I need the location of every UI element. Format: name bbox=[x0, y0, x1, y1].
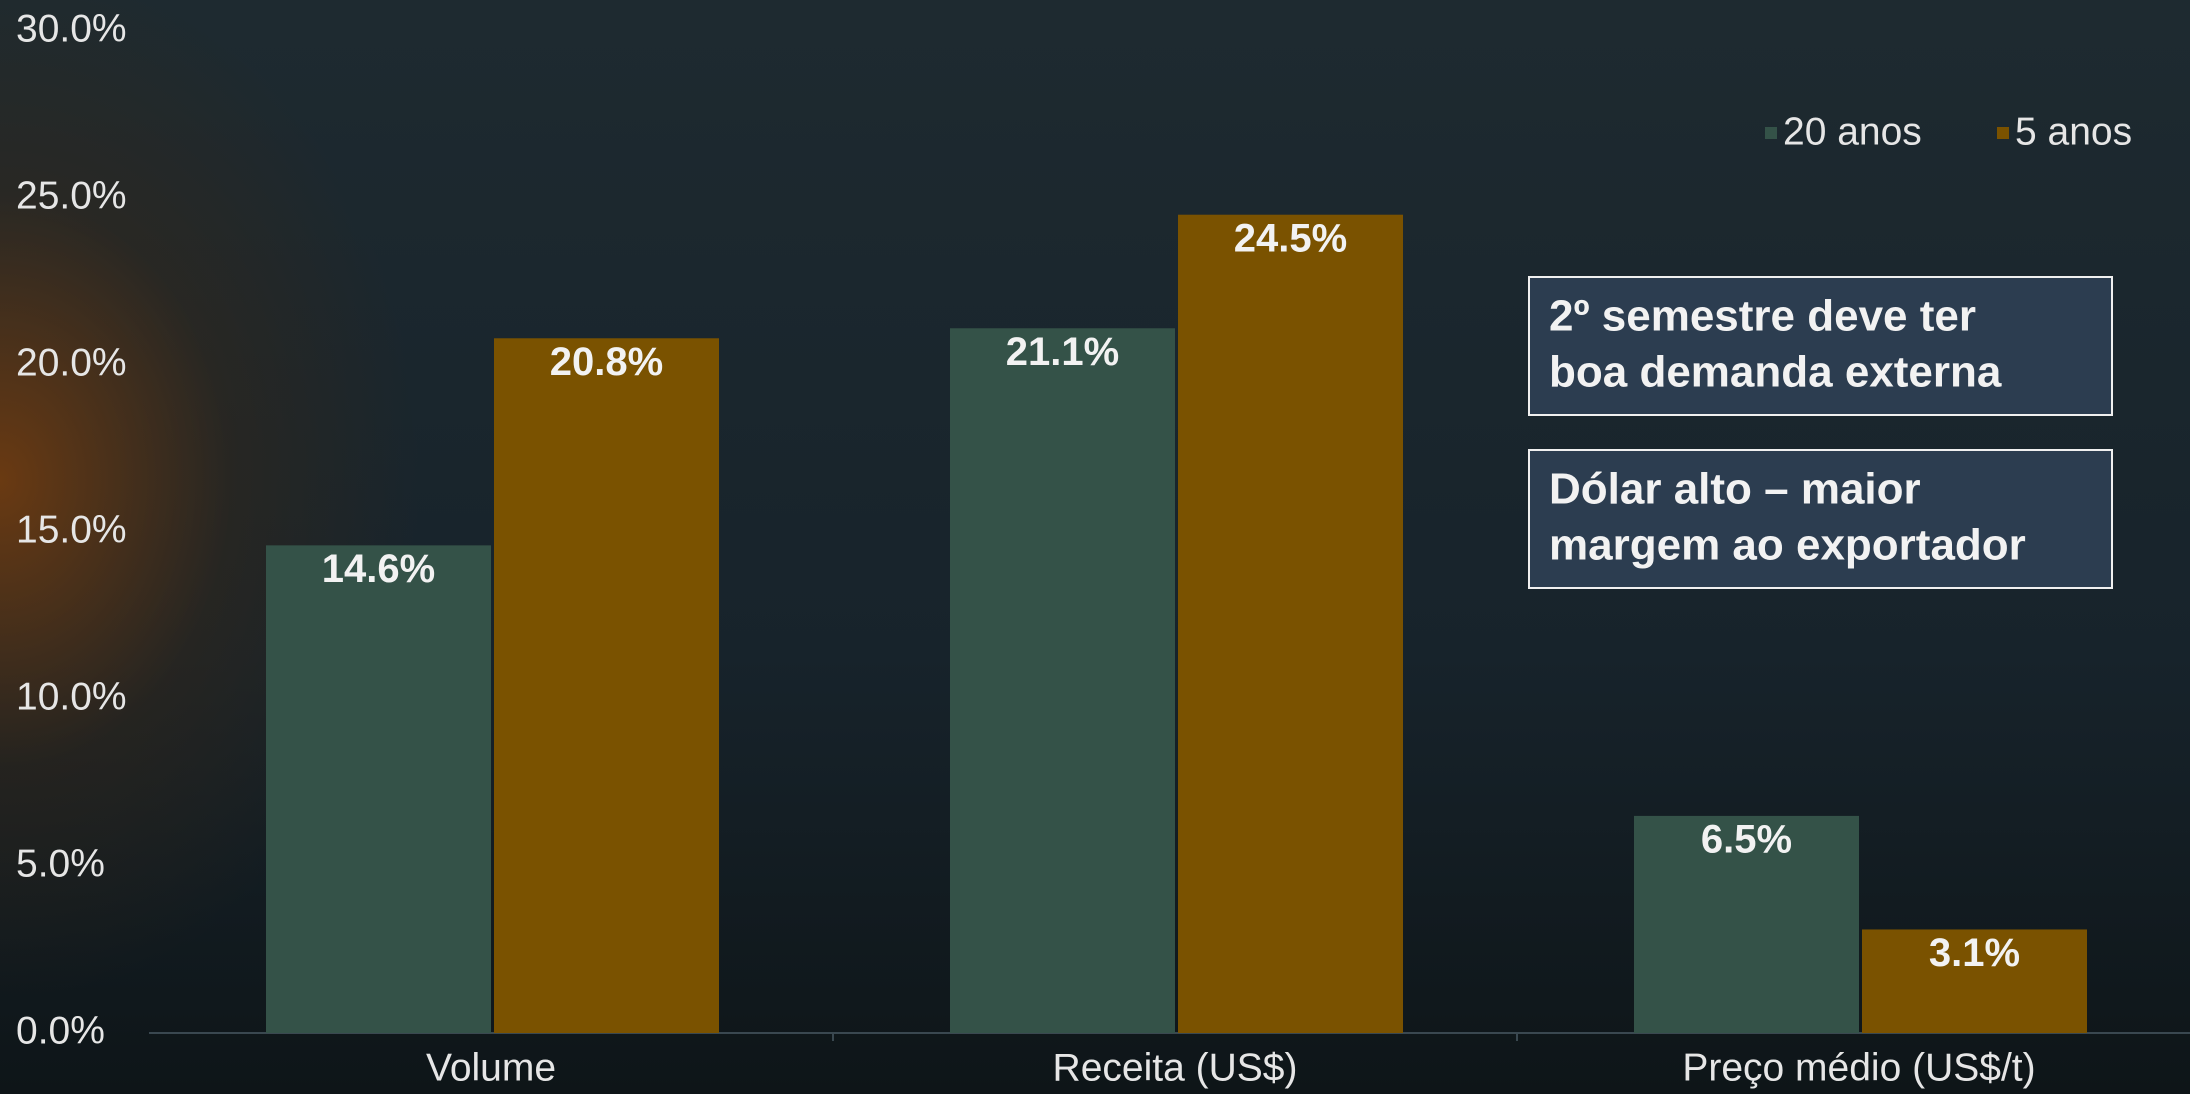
x-tick-label: Preço médio (US$/t) bbox=[1682, 1046, 2035, 1089]
bar bbox=[266, 545, 491, 1033]
x-tick-label: Receita (US$) bbox=[1053, 1046, 1298, 1089]
value-label: 3.1% bbox=[1929, 931, 2020, 975]
y-tick-label: 15.0% bbox=[16, 508, 127, 551]
annotation-text: margem ao exportador bbox=[1549, 521, 2026, 570]
legend-label: 20 anos bbox=[1783, 110, 1922, 153]
annotation-text: boa demanda externa bbox=[1549, 348, 2002, 397]
annotation-box bbox=[1528, 449, 2113, 589]
value-label: 6.5% bbox=[1701, 817, 1792, 861]
y-tick-label: 0.0% bbox=[16, 1009, 105, 1052]
y-tick-label: 10.0% bbox=[16, 675, 127, 718]
legend-swatch bbox=[1997, 127, 2009, 139]
y-tick-label: 25.0% bbox=[16, 174, 127, 217]
bar bbox=[950, 328, 1175, 1033]
bar bbox=[494, 338, 719, 1033]
bar bbox=[1634, 815, 1859, 1033]
x-tick-label: Volume bbox=[426, 1046, 556, 1089]
y-tick-label: 30.0% bbox=[16, 7, 127, 50]
bar bbox=[1862, 929, 2087, 1033]
annotation-box bbox=[1528, 276, 2113, 416]
legend-swatch bbox=[1765, 127, 1777, 139]
y-tick-label: 5.0% bbox=[16, 842, 105, 885]
legend-label: 5 anos bbox=[2015, 110, 2132, 153]
value-label: 14.6% bbox=[322, 547, 435, 591]
value-label: 20.8% bbox=[550, 340, 663, 384]
value-label: 24.5% bbox=[1234, 216, 1347, 260]
value-label: 21.1% bbox=[1006, 330, 1119, 374]
bar bbox=[1178, 214, 1403, 1033]
annotation-text: Dólar alto – maior bbox=[1549, 465, 1921, 514]
y-tick-label: 20.0% bbox=[16, 341, 127, 384]
annotation-text: 2º semestre deve ter bbox=[1549, 292, 1976, 341]
